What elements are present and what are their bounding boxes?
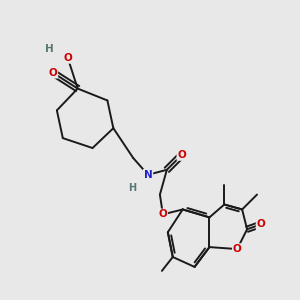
Text: O: O <box>49 68 57 78</box>
Text: O: O <box>233 244 242 254</box>
Text: O: O <box>177 150 186 160</box>
Text: O: O <box>158 209 167 219</box>
Text: H: H <box>45 44 53 54</box>
Text: O: O <box>63 53 72 63</box>
Text: H: H <box>128 183 136 193</box>
Text: O: O <box>256 219 265 229</box>
Text: N: N <box>144 170 152 180</box>
